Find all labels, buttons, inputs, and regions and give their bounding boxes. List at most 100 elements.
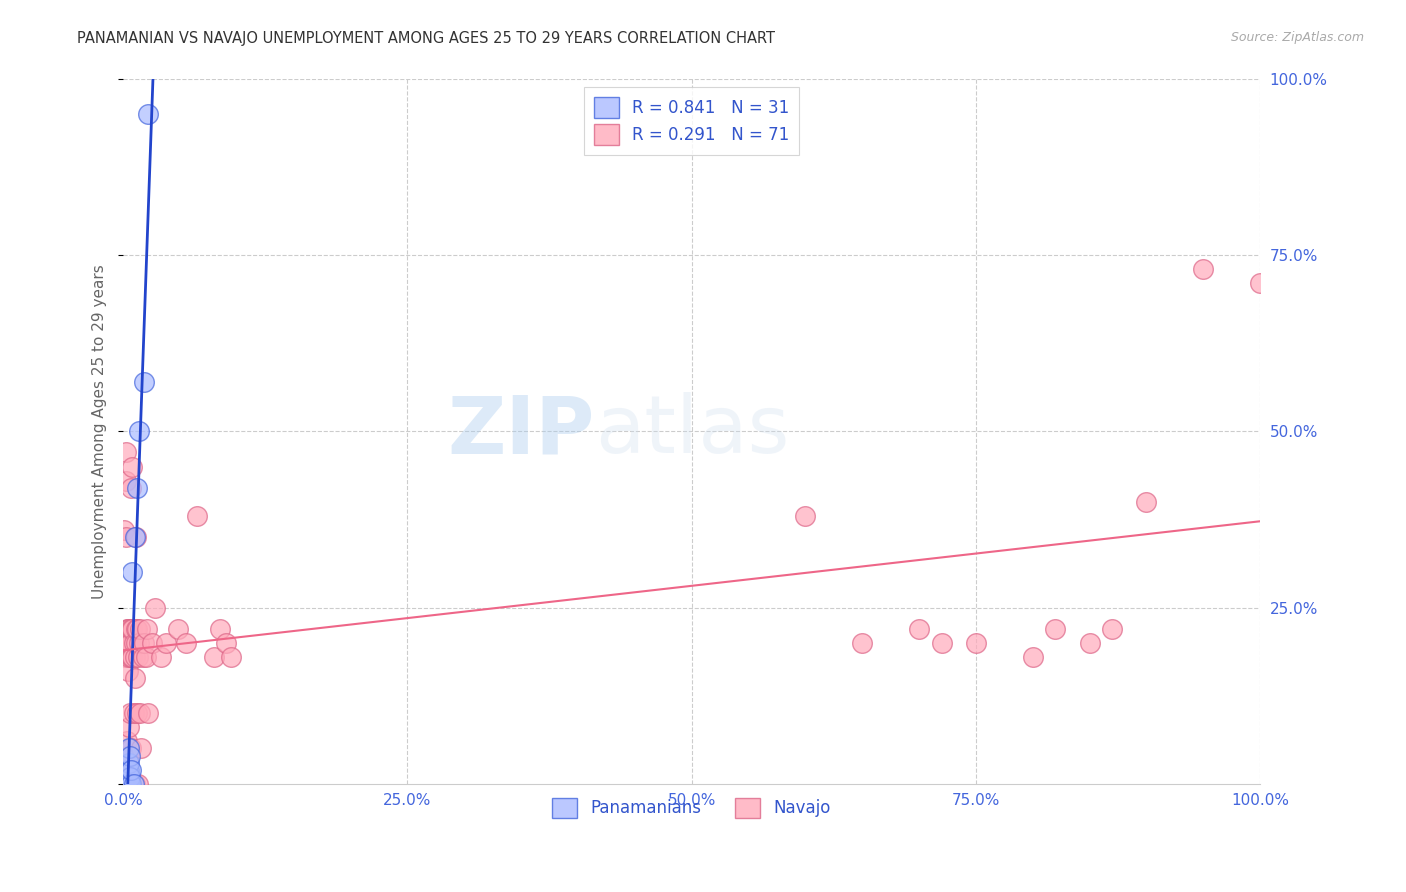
Point (117, 636, 139, 650)
Point (115, 777, 138, 791)
Point (221, 649, 243, 664)
Point (114, 649, 136, 664)
Point (127, 649, 149, 664)
Point (141, 636, 163, 650)
Point (115, 734, 138, 748)
Point (124, 777, 146, 791)
Point (127, 777, 149, 791)
Point (125, 636, 148, 650)
Point (118, 763, 141, 777)
Point (118, 770, 141, 784)
Point (120, 748, 142, 763)
Point (115, 777, 138, 791)
Text: PANAMANIAN VS NAVAJO UNEMPLOYMENT AMONG AGES 25 TO 29 YEARS CORRELATION CHART: PANAMANIAN VS NAVAJO UNEMPLOYMENT AMONG … (77, 31, 775, 46)
Point (120, 763, 142, 777)
Point (129, 706, 152, 721)
Y-axis label: Unemployment Among Ages 25 to 29 years: Unemployment Among Ages 25 to 29 years (93, 264, 107, 599)
Point (118, 741, 141, 756)
Point (114, 636, 136, 650)
Point (120, 622, 142, 636)
Point (131, 649, 153, 664)
Point (120, 777, 142, 791)
Point (851, 636, 873, 650)
Point (214, 636, 236, 650)
Point (125, 622, 148, 636)
Point (125, 706, 148, 721)
Point (121, 459, 143, 474)
Point (186, 508, 208, 523)
Point (124, 671, 146, 685)
Point (115, 763, 138, 777)
Point (117, 777, 139, 791)
Point (136, 706, 159, 721)
Point (202, 649, 225, 664)
Point (1078, 636, 1101, 650)
Point (117, 622, 139, 636)
Point (129, 622, 152, 636)
Point (794, 508, 817, 523)
Point (117, 770, 139, 784)
Point (118, 720, 141, 734)
Point (117, 777, 139, 791)
Point (135, 649, 157, 664)
Point (120, 770, 142, 784)
Point (155, 636, 177, 650)
Point (115, 770, 138, 784)
Point (124, 530, 146, 544)
Point (131, 741, 153, 756)
Point (117, 777, 139, 791)
Point (117, 748, 139, 763)
Text: ZIP: ZIP (447, 392, 595, 470)
Point (931, 636, 953, 650)
Point (121, 649, 143, 664)
Point (174, 636, 197, 650)
Point (118, 622, 141, 636)
Point (117, 763, 139, 777)
Point (120, 481, 142, 495)
Point (121, 622, 143, 636)
Point (120, 741, 142, 756)
Point (125, 622, 148, 636)
Point (122, 636, 145, 650)
Point (132, 636, 155, 650)
Point (115, 649, 138, 664)
Point (124, 649, 146, 664)
Point (125, 530, 148, 544)
Point (1045, 622, 1067, 636)
Point (120, 649, 142, 664)
Point (118, 636, 141, 650)
Point (114, 530, 136, 544)
Point (908, 622, 931, 636)
Point (122, 777, 145, 791)
Point (118, 649, 141, 664)
Point (965, 636, 987, 650)
Point (125, 481, 148, 495)
Point (143, 600, 166, 615)
Point (115, 777, 138, 791)
Point (120, 706, 142, 721)
Point (120, 777, 142, 791)
Text: atlas: atlas (595, 392, 789, 470)
Point (149, 649, 172, 664)
Point (1101, 622, 1123, 636)
Point (132, 375, 155, 389)
Point (120, 777, 142, 791)
Point (208, 622, 231, 636)
Text: Source: ZipAtlas.com: Source: ZipAtlas.com (1230, 31, 1364, 45)
Legend: Panamanians, Navajo: Panamanians, Navajo (546, 791, 838, 825)
Point (120, 636, 142, 650)
Point (128, 425, 150, 439)
Point (1135, 495, 1157, 509)
Point (136, 622, 159, 636)
Point (1021, 649, 1043, 664)
Point (118, 777, 141, 791)
Point (114, 445, 136, 459)
Point (118, 756, 141, 770)
Point (136, 107, 159, 121)
Point (114, 777, 136, 791)
Point (167, 622, 190, 636)
Point (117, 664, 139, 678)
Point (1192, 262, 1215, 277)
Point (114, 523, 136, 537)
Point (114, 777, 136, 791)
